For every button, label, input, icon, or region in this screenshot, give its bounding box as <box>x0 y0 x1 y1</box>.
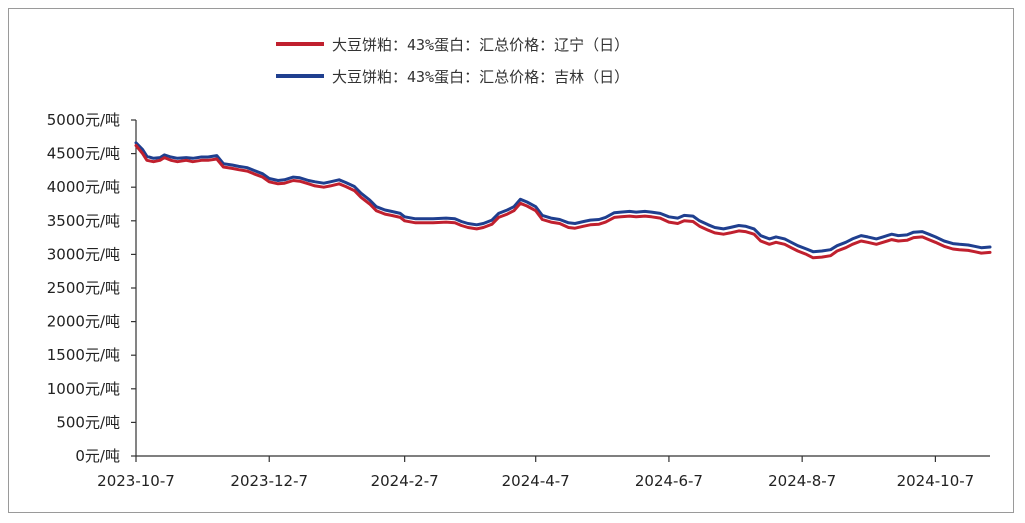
y-axis: 0元/吨 500元/吨 1000元/吨 1500元/吨 2000元/吨 2500元/吨 30… <box>47 111 137 465</box>
x-tick-label: 2023-10-7 <box>97 472 175 490</box>
x-tick-label: 2024-4-7 <box>502 472 570 490</box>
legend-label: 大豆饼粕：43%蛋白：汇总价格：辽宁（日） <box>332 36 629 54</box>
y-tick-label: 2500元/吨 <box>47 279 120 297</box>
y-tick-label: 1000元/吨 <box>47 380 120 398</box>
y-tick-label: 4000元/吨 <box>47 178 120 196</box>
legend: 大豆饼粕：43%蛋白：汇总价格：辽宁（日） 大豆饼粕：43%蛋白：汇总价格：吉林（… <box>276 36 629 86</box>
chart-frame <box>8 8 1014 513</box>
x-tick-label: 2023-12-7 <box>230 472 308 490</box>
y-tick-label: 1500元/吨 <box>47 346 120 364</box>
y-tick-label: 3500元/吨 <box>47 212 120 230</box>
y-tick-label: 0元/吨 <box>75 447 120 465</box>
x-tick-label: 2024-2-7 <box>371 472 439 490</box>
series-line-jilin <box>134 141 992 254</box>
x-tick-label: 2024-8-7 <box>768 472 836 490</box>
x-tick-label: 2024-6-7 <box>635 472 703 490</box>
y-tick-label: 500元/吨 <box>56 413 120 431</box>
y-tick-label: 2000元/吨 <box>47 313 120 331</box>
legend-label: 大豆饼粕：43%蛋白：汇总价格：吉林（日） <box>332 68 629 86</box>
y-tick-label: 4500元/吨 <box>47 145 120 163</box>
y-tick-label: 3000元/吨 <box>47 245 120 263</box>
x-axis: 2023-10-7 2023-12-7 2024-2-7 2024-4-7 2024-6… <box>97 455 990 490</box>
x-tick-label: 2024-10-7 <box>897 472 975 490</box>
series-line-liaoning <box>134 144 992 260</box>
series-layer <box>134 141 992 260</box>
y-tick-label: 5000元/吨 <box>47 111 120 129</box>
